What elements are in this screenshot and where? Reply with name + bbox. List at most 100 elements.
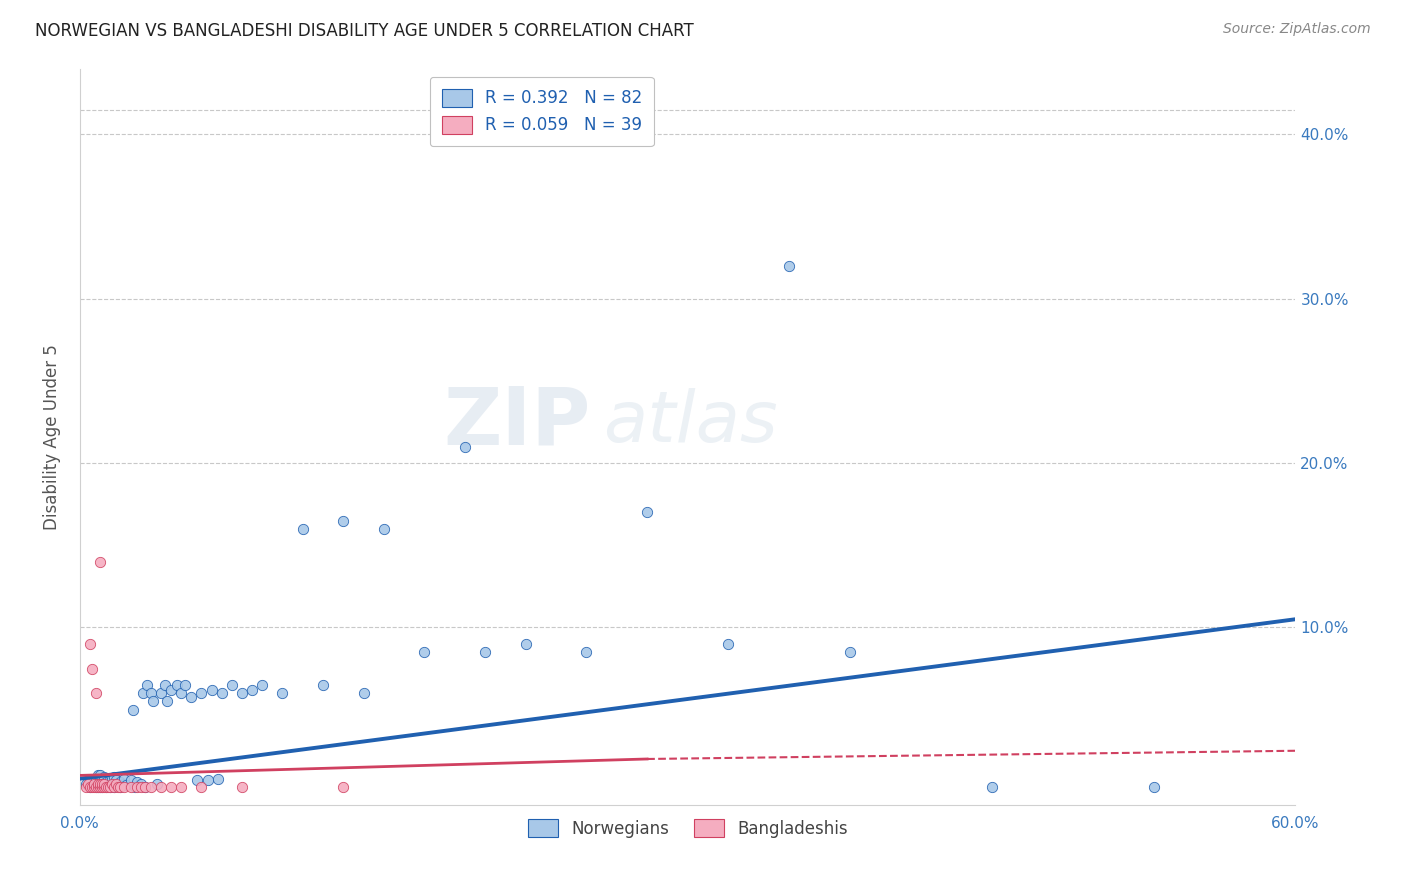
Point <box>373 522 395 536</box>
Point <box>186 773 208 788</box>
Point <box>125 775 148 789</box>
Point <box>1143 780 1166 794</box>
Point <box>91 780 114 794</box>
Point <box>89 555 111 569</box>
Point <box>89 768 111 782</box>
Point <box>156 694 179 708</box>
Point <box>87 780 110 794</box>
Point <box>190 686 212 700</box>
Point <box>75 780 97 794</box>
Point <box>190 780 212 794</box>
Point <box>149 686 172 700</box>
Point <box>96 780 118 794</box>
Point <box>89 772 111 786</box>
Point <box>105 778 128 792</box>
Point <box>83 778 105 792</box>
Point <box>149 780 172 794</box>
Point <box>146 777 169 791</box>
Point <box>129 777 152 791</box>
Point <box>101 777 124 791</box>
Point <box>121 703 143 717</box>
Point <box>110 780 132 794</box>
Point <box>80 780 103 794</box>
Point <box>240 682 263 697</box>
Point <box>778 259 800 273</box>
Point <box>103 780 125 794</box>
Point <box>180 690 202 704</box>
Point <box>125 780 148 794</box>
Point <box>139 780 162 794</box>
Point <box>207 772 229 786</box>
Point <box>124 780 146 794</box>
Point <box>114 777 136 791</box>
Point <box>170 686 193 700</box>
Point <box>79 775 101 789</box>
Point <box>174 678 197 692</box>
Point <box>87 777 110 791</box>
Point <box>103 770 125 784</box>
Point <box>200 682 222 697</box>
Point <box>84 780 107 794</box>
Point <box>80 662 103 676</box>
Point <box>87 780 110 794</box>
Point <box>838 645 860 659</box>
Point <box>160 682 183 697</box>
Point <box>717 637 740 651</box>
Text: atlas: atlas <box>603 387 778 457</box>
Point <box>980 780 1002 794</box>
Point <box>575 645 598 659</box>
Point <box>103 780 125 794</box>
Point <box>79 637 101 651</box>
Point <box>93 770 115 784</box>
Point <box>231 686 253 700</box>
Point <box>353 686 375 700</box>
Point <box>332 514 354 528</box>
Point <box>312 678 335 692</box>
Point <box>89 780 111 794</box>
Point <box>77 777 100 791</box>
Point <box>515 637 537 651</box>
Point <box>142 694 165 708</box>
Legend: Norwegians, Bangladeshis: Norwegians, Bangladeshis <box>520 813 855 845</box>
Point <box>93 777 115 791</box>
Point <box>129 780 152 794</box>
Point <box>291 522 314 536</box>
Point <box>107 780 129 794</box>
Y-axis label: Disability Age Under 5: Disability Age Under 5 <box>44 343 60 530</box>
Point <box>79 780 101 794</box>
Point <box>153 678 176 692</box>
Point <box>91 773 114 788</box>
Point <box>96 780 118 794</box>
Point <box>110 780 132 794</box>
Point <box>93 778 115 792</box>
Point <box>101 777 124 791</box>
Point <box>166 678 188 692</box>
Point <box>134 780 156 794</box>
Point <box>84 777 107 791</box>
Point <box>83 777 105 791</box>
Point <box>134 780 156 794</box>
Point <box>97 780 120 794</box>
Point <box>120 780 142 794</box>
Point <box>160 780 183 794</box>
Point <box>91 777 114 791</box>
Point <box>84 772 107 786</box>
Point <box>135 678 157 692</box>
Point <box>120 773 142 788</box>
Point <box>93 780 115 794</box>
Point <box>98 780 121 794</box>
Point <box>271 686 294 700</box>
Point <box>89 777 111 791</box>
Point <box>110 775 132 789</box>
Point <box>89 777 111 791</box>
Point <box>211 686 233 700</box>
Point <box>96 775 118 789</box>
Point <box>89 775 111 789</box>
Point <box>170 780 193 794</box>
Point <box>84 686 107 700</box>
Point <box>139 686 162 700</box>
Point <box>83 780 105 794</box>
Point <box>115 778 138 792</box>
Point <box>221 678 243 692</box>
Point <box>114 772 136 786</box>
